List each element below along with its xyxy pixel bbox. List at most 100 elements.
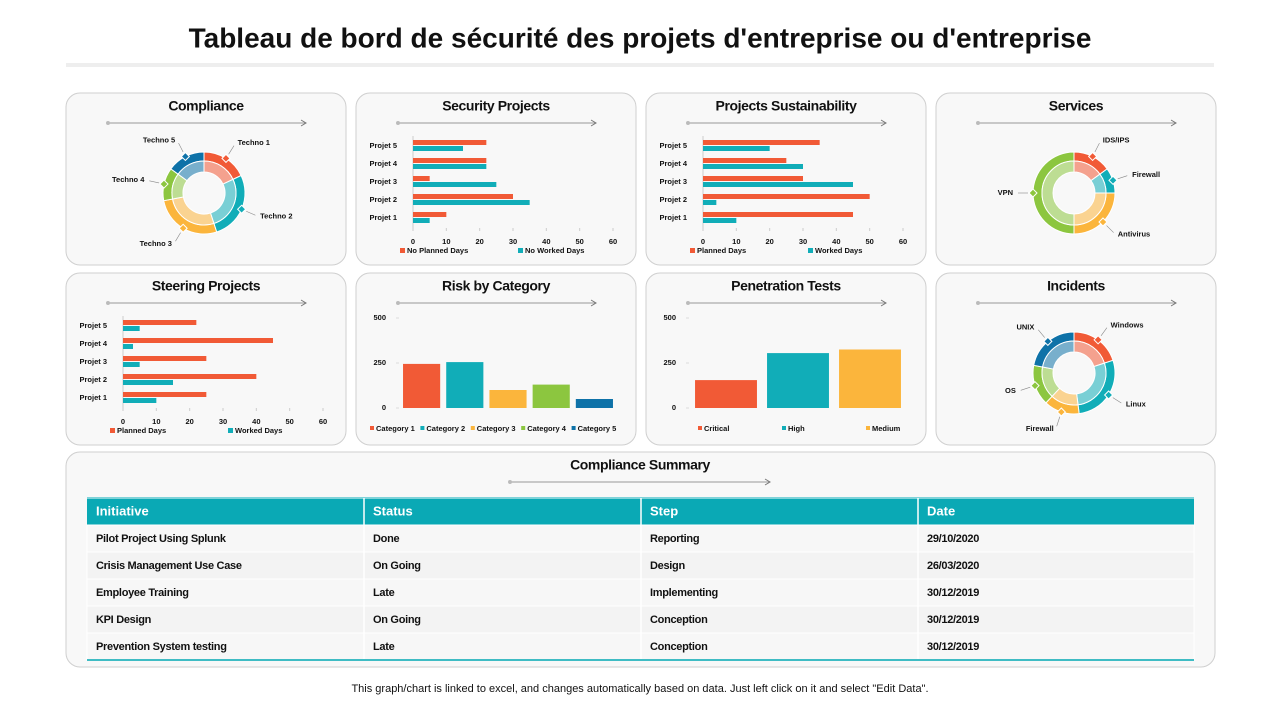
divider-arrow [590, 119, 597, 127]
table-cell: 30/12/2019 [927, 614, 979, 626]
divider-dot [396, 301, 400, 305]
donut-label: Techno 5 [143, 135, 175, 144]
donut-label: Linux [1126, 400, 1147, 409]
x-tick-label: 60 [609, 237, 617, 246]
label-marker [178, 223, 188, 233]
donut-label: Firewall [1132, 170, 1160, 179]
table-cell: Pilot Project Using Splunk [96, 533, 227, 545]
legend-swatch [420, 426, 425, 430]
legend-swatch [571, 426, 576, 430]
bar [703, 146, 770, 151]
label-marker [1103, 390, 1114, 400]
label-marker [1087, 151, 1098, 162]
x-tick-label: 20 [185, 417, 193, 426]
category-label: Projet 5 [659, 141, 687, 150]
leader-line [149, 180, 160, 184]
table-cell: Late [373, 641, 395, 653]
donut-label: VPN [998, 188, 1013, 197]
legend-label: Planned Days [117, 426, 166, 435]
category-label: Projet 5 [79, 321, 107, 330]
category-label: Projet 1 [79, 393, 107, 402]
label-marker [180, 151, 191, 162]
leader-line [1094, 142, 1100, 153]
x-tick-label: 0 [121, 417, 125, 426]
x-tick-label: 50 [865, 237, 873, 246]
legend-swatch [808, 248, 813, 253]
divider-dot [106, 121, 110, 125]
panel [935, 272, 1217, 446]
table-cell: Implementing [650, 587, 718, 599]
label-marker [1098, 217, 1108, 227]
label-marker [221, 153, 231, 164]
legend-label: Medium [872, 424, 901, 433]
donut-inner-segment [1041, 340, 1075, 370]
leader-line [1106, 225, 1114, 233]
x-tick-label: 50 [285, 417, 293, 426]
legend-swatch [690, 248, 695, 253]
x-tick-label: 30 [799, 237, 807, 246]
x-tick-label: 0 [701, 237, 705, 246]
x-tick-label: 50 [575, 237, 583, 246]
legend-swatch [370, 426, 374, 430]
table-cell: On Going [373, 560, 421, 572]
column-header: Date [927, 503, 955, 518]
legend-label: Category 3 [477, 424, 516, 433]
panel [65, 92, 347, 266]
divider-arrow [764, 478, 771, 486]
category-label: Projet 3 [79, 357, 107, 366]
bar [413, 218, 430, 223]
title-rule [66, 63, 1214, 67]
legend-swatch [518, 248, 523, 253]
bar [413, 200, 530, 205]
legend-label: Category 1 [376, 424, 415, 433]
label-marker [1030, 380, 1040, 391]
x-tick-label: 20 [475, 237, 483, 246]
table-cell: Reporting [650, 533, 699, 545]
bar [446, 362, 484, 408]
legend-label: No Worked Days [525, 246, 584, 255]
legend-label: No Planned Days [407, 246, 468, 255]
y-tick-label: 250 [663, 358, 676, 367]
bar [532, 384, 570, 408]
bar [489, 390, 527, 408]
donut-label: Firewall [1026, 424, 1054, 433]
panel [355, 272, 637, 446]
y-tick-label: 500 [663, 313, 676, 322]
category-label: Projet 4 [369, 159, 397, 168]
leader-line [1117, 175, 1128, 180]
x-tick-label: 10 [442, 237, 450, 246]
bar [413, 140, 487, 145]
column-header: Status [373, 503, 413, 518]
x-tick-label: 40 [832, 237, 840, 246]
table-cell: Design [650, 560, 685, 572]
divider-arrow [300, 299, 307, 307]
donut-label: Windows [1111, 320, 1144, 329]
table-cell: Late [373, 587, 395, 599]
bar [703, 140, 820, 145]
category-label: Projet 2 [659, 195, 687, 204]
category-label: Projet 3 [659, 177, 687, 186]
footer-note: This graph/chart is linked to excel, and… [351, 683, 928, 695]
divider-dot [976, 121, 980, 125]
column-header: Initiative [96, 503, 149, 518]
panel-title: Services [1049, 98, 1104, 114]
divider-arrow [880, 119, 887, 127]
label-marker [1028, 188, 1038, 198]
bar [703, 176, 803, 181]
legend-label: High [788, 424, 805, 433]
category-label: Projet 2 [369, 195, 397, 204]
bar [413, 176, 430, 181]
page-title: Tableau de bord de sécurité des projets … [189, 22, 1092, 53]
donut-inner-segment [1041, 160, 1075, 226]
label-marker [1093, 335, 1103, 345]
bar [413, 182, 497, 187]
label-marker [1043, 336, 1053, 347]
table-cell: 30/12/2019 [927, 641, 979, 653]
category-label: Projet 3 [369, 177, 397, 186]
y-tick-label: 0 [382, 403, 386, 412]
table-cell: Conception [650, 614, 708, 626]
table-cell: Done [373, 533, 399, 545]
legend-swatch [470, 426, 475, 430]
bar [695, 380, 757, 408]
donut-label: OS [1005, 386, 1016, 395]
